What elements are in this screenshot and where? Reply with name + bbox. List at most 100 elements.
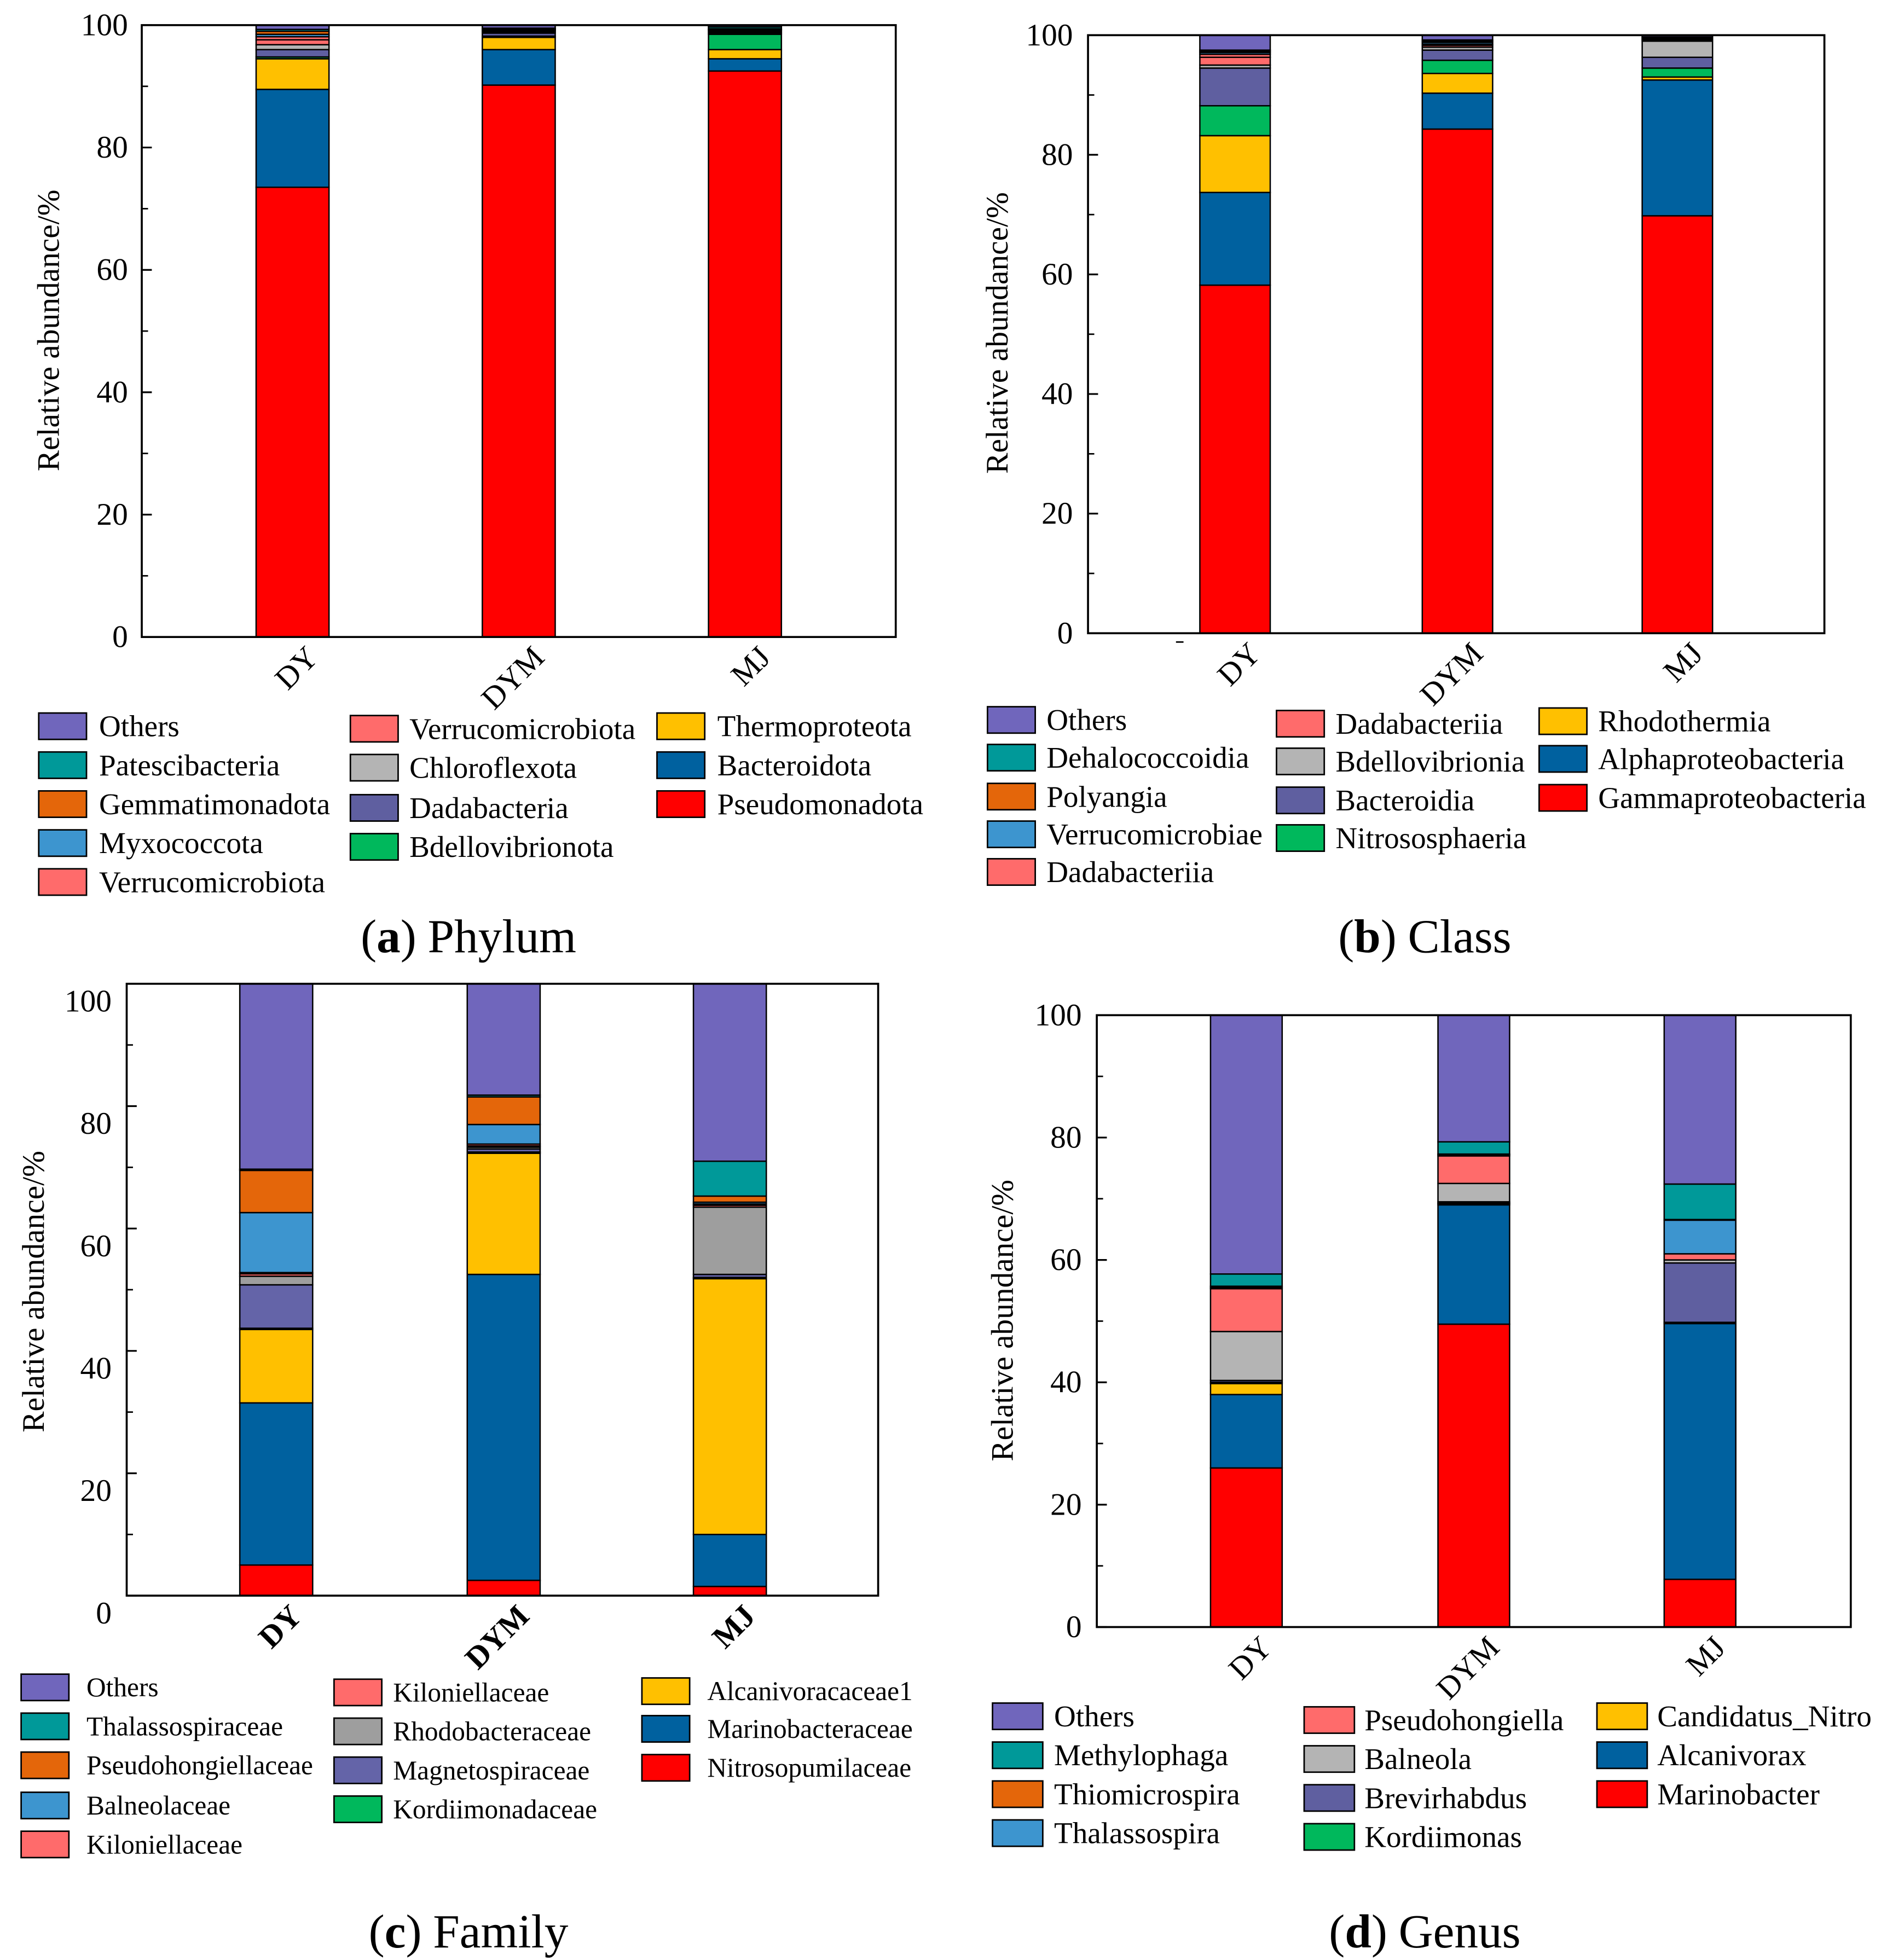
bar-segment-dy-others-0 xyxy=(1199,34,1271,51)
y-tick-label: 100 xyxy=(1034,998,1081,1033)
bar-segment-mj-alphaproteobacteria-10 xyxy=(1641,79,1714,217)
legend-label-others: Others xyxy=(86,1672,159,1702)
bar-segment-dym-balneola-5 xyxy=(1437,1182,1510,1203)
bar-segment-dym-pseudohongiella-4 xyxy=(1437,1155,1510,1185)
legend-label-rhodothermia: Rhodothermia xyxy=(1598,704,1770,738)
legend-swatch-bdellovibrionia xyxy=(1276,747,1325,775)
legend: Others Dehalococcoidia Polyangia Verrucomic… xyxy=(986,703,1866,889)
bar-segment-dy-thermoproteota-9 xyxy=(255,58,330,90)
legend-label-rhodobacteraceae: Rhodobacteraceae xyxy=(393,1717,591,1747)
bar-segment-dy-methylophaga-1 xyxy=(1209,1273,1283,1287)
x-tick-label-dym: DYM xyxy=(1430,1630,1506,1706)
legend-label-methylophaga: Methylophaga xyxy=(1054,1738,1228,1772)
legend-swatch-dehalococcoidia xyxy=(986,744,1036,772)
panel-b: 0 20 40 60 80 100 DY DYM MJ Relative abundance/% O… xyxy=(980,18,1866,962)
bar-segment-dym-thermoproteota-9 xyxy=(482,37,556,50)
legend-label-bdellovibrionota: Bdellovibrionota xyxy=(409,830,613,863)
bar-segment-dym-nitrosopumilaceae-11 xyxy=(466,1579,541,1597)
legend-swatch-gemmatimonadota xyxy=(38,790,88,819)
legend-swatch-verrucomicrobiota xyxy=(38,868,88,896)
legend-swatch-kiloniellaceae xyxy=(20,1830,70,1859)
y-tick-label: 0 xyxy=(112,620,128,654)
legend-swatch-patescibacteria xyxy=(38,751,88,779)
caption-open-paren: ( xyxy=(361,909,377,962)
bar-segment-mj-others-0 xyxy=(1663,1014,1736,1185)
legend-swatch-candidatus-nitro xyxy=(1596,1702,1648,1731)
legend-swatch-verrucomicrobiota xyxy=(349,715,399,743)
bar-segment-dy-others-0 xyxy=(239,983,314,1170)
bar-segment-dy-others-0 xyxy=(1209,1014,1283,1275)
caption-close-paren: ) xyxy=(1371,1905,1387,1958)
x-tick-label-dy: DY xyxy=(1222,1630,1278,1686)
legend-label-others: Others xyxy=(99,710,180,743)
y-tick-label: 40 xyxy=(1050,1365,1081,1400)
y-axis-title: Relative abundance/% xyxy=(32,190,66,472)
legend-label-dadabacteriia: Dadabacteriia xyxy=(1046,855,1214,889)
legend-label-others: Others xyxy=(1054,1700,1134,1733)
bar-segment-dy-alcanivoracaceae1-9 xyxy=(239,1329,314,1404)
caption-text: Family xyxy=(433,1905,569,1958)
bar-segment-mj-bdellovibrionia-6 xyxy=(1641,40,1714,58)
bar-segment-dy-pseudohongiellaceae-2 xyxy=(239,1169,314,1214)
bar-segment-dy-rhodothermia-9 xyxy=(1199,135,1271,194)
legend-swatch-alphaproteobacteria xyxy=(1538,745,1588,773)
bar-segment-dym-nitrososphaeria-8 xyxy=(1421,59,1494,74)
legend: Others Thalassospiraceae Pseudohongiellace… xyxy=(20,1672,913,1859)
y-tick-label: 0 xyxy=(96,1596,112,1631)
panel-d: 0 20 40 60 80 100 DY DYM MJ Relative abundance/% O… xyxy=(985,998,1872,1958)
y-tick-label: 0 xyxy=(1057,616,1073,651)
bar-segment-mj-brevirhabdus-6 xyxy=(1663,1262,1736,1323)
legend-label-kiloniellaceae: Kiloniellaceae xyxy=(86,1829,242,1859)
legend-label-gammaproteobacteria: Gammaproteobacteria xyxy=(1598,781,1866,815)
bar-segment-dym-bacteroidia-7 xyxy=(1421,49,1494,61)
legend-label-polyangia: Polyangia xyxy=(1046,780,1167,813)
bar-segment-dym-pseudomonadota-11 xyxy=(482,84,556,638)
x-tick-label-mj: MJ xyxy=(1657,636,1710,689)
bar-segment-mj-rhodobacteraceae-6 xyxy=(692,1206,767,1275)
legend-label-bacteroidota: Bacteroidota xyxy=(717,749,871,782)
bar-segment-mj-alcanivoracaceae1-9 xyxy=(692,1278,767,1535)
bar-segment-dym-alphaproteobacteria-10 xyxy=(1421,92,1494,130)
legend-swatch-thermoproteota xyxy=(656,712,706,740)
bar-segment-dy-nitrososphaeria-8 xyxy=(1199,105,1271,137)
bar-segment-dym-balneolaceae-3 xyxy=(466,1123,541,1145)
legend-label-balneola: Balneola xyxy=(1364,1742,1472,1776)
legend-swatch-bacteroidota xyxy=(656,751,706,779)
bar-segment-dy-alphaproteobacteria-10 xyxy=(1199,192,1271,286)
legend-swatch-kordiimonas xyxy=(1303,1823,1356,1851)
legend-label-kiloniellaceae: Kiloniellaceae xyxy=(393,1677,549,1707)
legend-label-others: Others xyxy=(1046,703,1127,737)
caption-open-paren: ( xyxy=(369,1905,385,1958)
legend-swatch-gammaproteobacteria xyxy=(1538,784,1588,812)
x-tick-label-mj: MJ xyxy=(706,1598,762,1655)
bar-segment-dym-marinobacteraceae-10 xyxy=(466,1273,541,1581)
bar-segment-dy-nitrosopumilaceae-11 xyxy=(239,1564,314,1597)
y-tick-label: 60 xyxy=(1041,257,1073,292)
bar-segment-dy-rhodobacteraceae-6 xyxy=(239,1275,314,1286)
legend-swatch-myxococcota xyxy=(38,829,88,857)
x-tick-label-mj: MJ xyxy=(1680,1630,1732,1683)
bar-segment-dy-pseudomonadota-11 xyxy=(255,186,330,638)
legend-label-verrucomicrobiota: Verrucomicrobiota xyxy=(409,712,635,745)
legend-label-gemmatimonadota: Gemmatimonadota xyxy=(99,787,330,821)
bar-segment-mj-methylophaga-1 xyxy=(1663,1183,1736,1221)
panel-c: 0 20 40 60 80 100 DY DYM MJ Relative abundance/% O… xyxy=(16,983,913,1958)
y-tick-label: 80 xyxy=(96,130,128,165)
legend-swatch-pseudohongiellaceae xyxy=(20,1751,70,1779)
y-tick-label: 20 xyxy=(80,1474,112,1508)
legend-swatch-kordiimonadaceae xyxy=(333,1795,383,1823)
legend-swatch-polyangia xyxy=(986,782,1036,811)
y-tick-label: 20 xyxy=(1050,1487,1081,1522)
legend-swatch-dadabacteriia xyxy=(986,858,1036,886)
bar-segment-mj-gammaproteobacteria-11 xyxy=(1641,215,1714,634)
legend: Others Methylophaga Thiomicrospira Thalasso… xyxy=(992,1700,1872,1853)
y-tick-label: 100 xyxy=(65,984,112,1019)
legend-label-marinobacteraceae: Marinobacteraceae xyxy=(707,1714,912,1744)
legend-swatch-others xyxy=(20,1673,70,1702)
legend-swatch-others xyxy=(992,1702,1044,1731)
legend-label-chloroflexota: Chloroflexota xyxy=(409,751,577,784)
bar-segment-dy-bacteroidia-7 xyxy=(1199,67,1271,107)
y-tick-label: 80 xyxy=(1050,1120,1081,1155)
bar-segment-dy-chloroflexota-6 xyxy=(255,44,330,50)
